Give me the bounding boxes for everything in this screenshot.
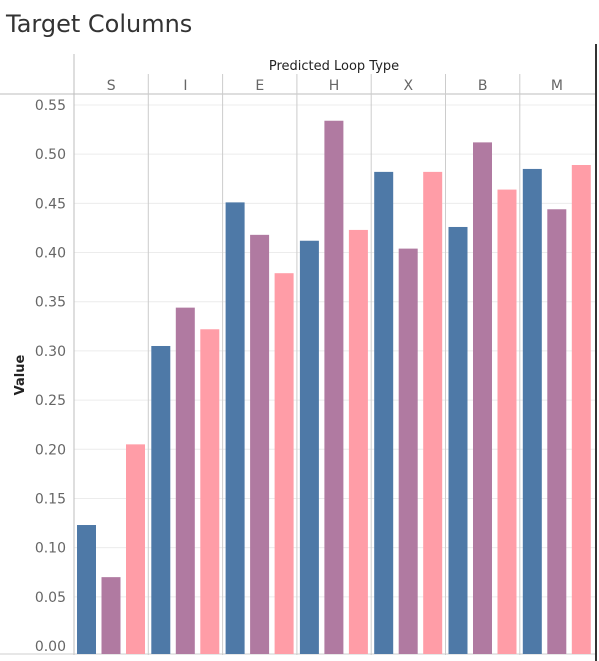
bar (324, 120, 344, 655)
bar (200, 329, 220, 654)
y-tick-label: 0.20 (35, 442, 66, 458)
bar (250, 234, 270, 654)
y-tick-label: 0.25 (35, 393, 66, 409)
bar (126, 444, 145, 654)
bar (225, 202, 245, 654)
bar (175, 307, 195, 654)
category-label: X (404, 78, 414, 94)
y-tick-label: 0.50 (35, 147, 66, 163)
y-tick-label: 0.00 (35, 639, 66, 655)
y-axis-label: Value (13, 354, 28, 395)
bar (522, 168, 542, 654)
y-tick-label: 0.30 (35, 344, 66, 360)
y-tick-label: 0.15 (35, 491, 66, 507)
bar (547, 209, 567, 655)
bar (571, 165, 591, 654)
bar (448, 226, 468, 655)
y-tick-labels: 0.00 0.05 0.10 0.15 0.20 0.25 0.30 0.35 0.40 0.45… (35, 98, 66, 655)
bar (374, 171, 394, 654)
bar (423, 171, 443, 654)
bar (101, 577, 121, 654)
bar (473, 142, 492, 655)
y-tick-label: 0.40 (35, 246, 66, 262)
category-label: S (107, 78, 116, 94)
column-header: Predicted Loop Type (269, 59, 399, 74)
bar (151, 345, 171, 654)
y-tick-label: 0.55 (35, 98, 66, 114)
y-tick-label: 0.10 (35, 541, 66, 557)
y-tick-label: 0.05 (35, 590, 66, 606)
bar (497, 189, 517, 655)
chart-title: Target Columns (6, 10, 193, 38)
bars (77, 120, 591, 655)
category-label: H (329, 78, 340, 94)
category-label: B (478, 78, 488, 94)
y-tick-label: 0.35 (35, 295, 66, 311)
bar (274, 273, 294, 654)
bar (398, 248, 418, 655)
bar (77, 525, 96, 654)
bar (348, 229, 368, 654)
category-label: I (183, 78, 187, 94)
category-label: E (255, 78, 264, 94)
chart-frame (0, 44, 597, 661)
y-tick-label: 0.45 (35, 196, 66, 212)
category-label: M (551, 78, 563, 94)
bar (299, 240, 319, 654)
